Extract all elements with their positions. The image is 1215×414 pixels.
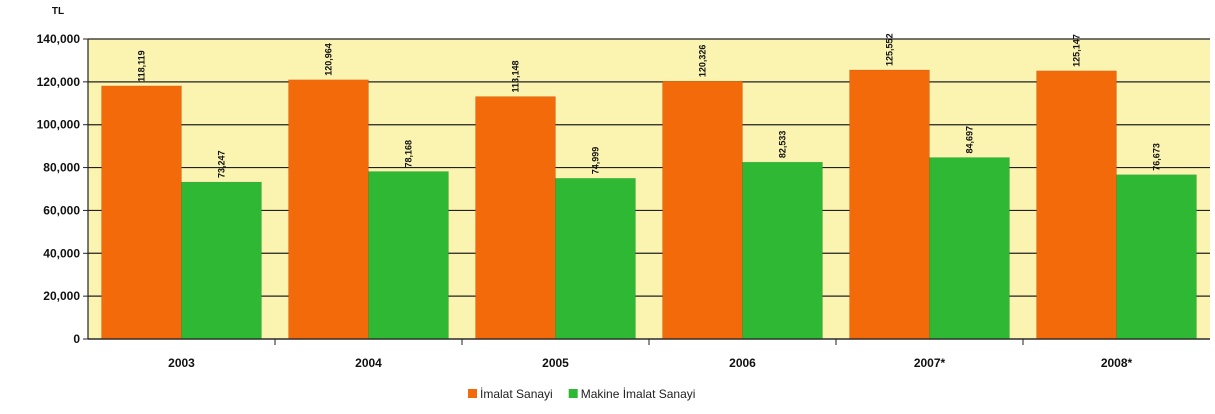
x-tick-label: 2003 (168, 356, 195, 370)
bar (368, 171, 449, 340)
x-tick-label: 2006 (729, 356, 756, 370)
x-tick-label: 2008* (1101, 356, 1133, 370)
legend-label: Makine İmalat Sanayi (581, 387, 696, 401)
legend-swatch (568, 389, 578, 398)
bar (1036, 70, 1117, 340)
bar (288, 79, 369, 340)
bar (662, 80, 743, 340)
bar (101, 85, 182, 340)
data-label: 74,999 (591, 147, 601, 175)
y-tick-label: 0 (73, 332, 80, 346)
legend: İmalat Sanayi Makine İmalat Sanayi (468, 387, 695, 401)
y-tick-label: 100,000 (37, 118, 81, 132)
x-tick-label: 2007* (914, 356, 946, 370)
data-label: 113,148 (511, 60, 521, 92)
legend-swatch (468, 389, 477, 398)
data-label: 82,533 (778, 131, 788, 159)
y-tick-label: 140,000 (37, 32, 81, 46)
data-label: 125,147 (1072, 34, 1082, 67)
bar (1116, 174, 1197, 340)
y-tick-label: 80,000 (43, 161, 80, 175)
data-label: 84,697 (965, 126, 975, 154)
data-label: 73,247 (217, 151, 227, 179)
data-label: 118,119 (137, 50, 147, 82)
x-axis: 2003 2004 2005 2006 2007* 2008* (88, 338, 1210, 370)
data-label: 125,552 (885, 33, 895, 66)
data-label: 76,673 (1152, 143, 1162, 171)
y-unit-label: TL (52, 6, 64, 17)
x-tick-label: 2004 (355, 356, 382, 370)
bar (929, 157, 1010, 340)
y-tick-label: 20,000 (43, 289, 80, 303)
bars: 118,119 73,247 120,964 78,168 113,148 74,999 1… (101, 33, 1197, 340)
data-label: 120,326 (698, 45, 708, 78)
data-label: 120,964 (324, 43, 334, 76)
y-tick-label: 60,000 (43, 203, 80, 217)
bar (849, 69, 930, 340)
bar (475, 96, 556, 340)
legend-label: İmalat Sanayi (480, 387, 553, 401)
y-axis: 0 20,000 40,000 60,000 80,000 100,000 120,000 1… (37, 32, 89, 346)
bar (181, 181, 262, 340)
x-tick-label: 2005 (542, 356, 569, 370)
bar (742, 161, 823, 340)
y-tick-label: 120,000 (37, 75, 81, 89)
data-label: 78,168 (404, 140, 414, 168)
plot-area (88, 39, 1210, 339)
y-tick-label: 40,000 (43, 246, 80, 260)
bar (555, 178, 636, 340)
